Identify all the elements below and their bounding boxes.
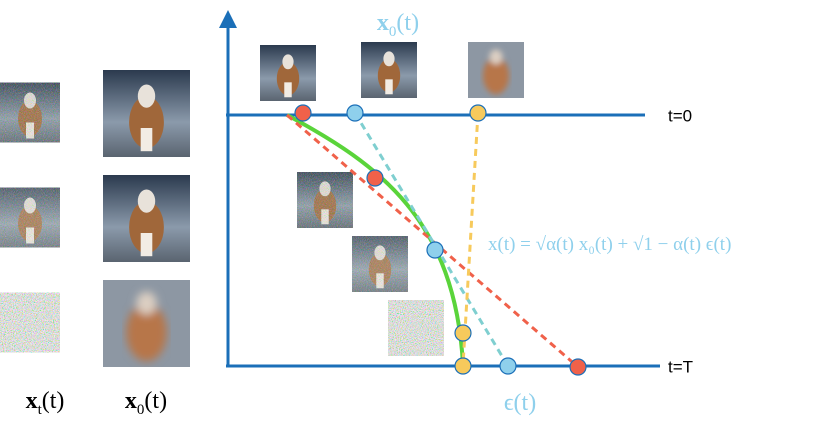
image [352, 236, 408, 292]
xt-label: xt(t) [26, 388, 65, 418]
image [260, 45, 316, 101]
x0-label: x0(t) [125, 388, 167, 418]
x0-top-label: x0(t) [377, 10, 419, 40]
trajectory [286, 113, 465, 366]
image [361, 42, 417, 98]
point [346, 104, 364, 122]
image [0, 188, 60, 248]
image [103, 175, 190, 262]
point [469, 104, 487, 122]
point [454, 357, 472, 375]
tT-label: t=T [668, 357, 693, 376]
image [103, 70, 190, 157]
image [468, 42, 524, 98]
image [0, 293, 60, 353]
point [294, 104, 312, 122]
x0-line [353, 112, 510, 367]
image [103, 280, 190, 367]
arrow-head [219, 10, 237, 28]
image [297, 172, 353, 228]
image [388, 300, 444, 356]
t0-label: t=0 [668, 106, 692, 125]
eps-line [461, 112, 480, 366]
point [499, 357, 517, 375]
formula: x(t) = √α(t) x₀(t) + √1 − α(t) ϵ(t) [488, 234, 731, 255]
point [569, 358, 587, 376]
point [426, 241, 444, 259]
point [454, 324, 472, 342]
image [0, 83, 60, 143]
point [366, 169, 384, 187]
eps-label: ϵ(t) [504, 390, 536, 416]
